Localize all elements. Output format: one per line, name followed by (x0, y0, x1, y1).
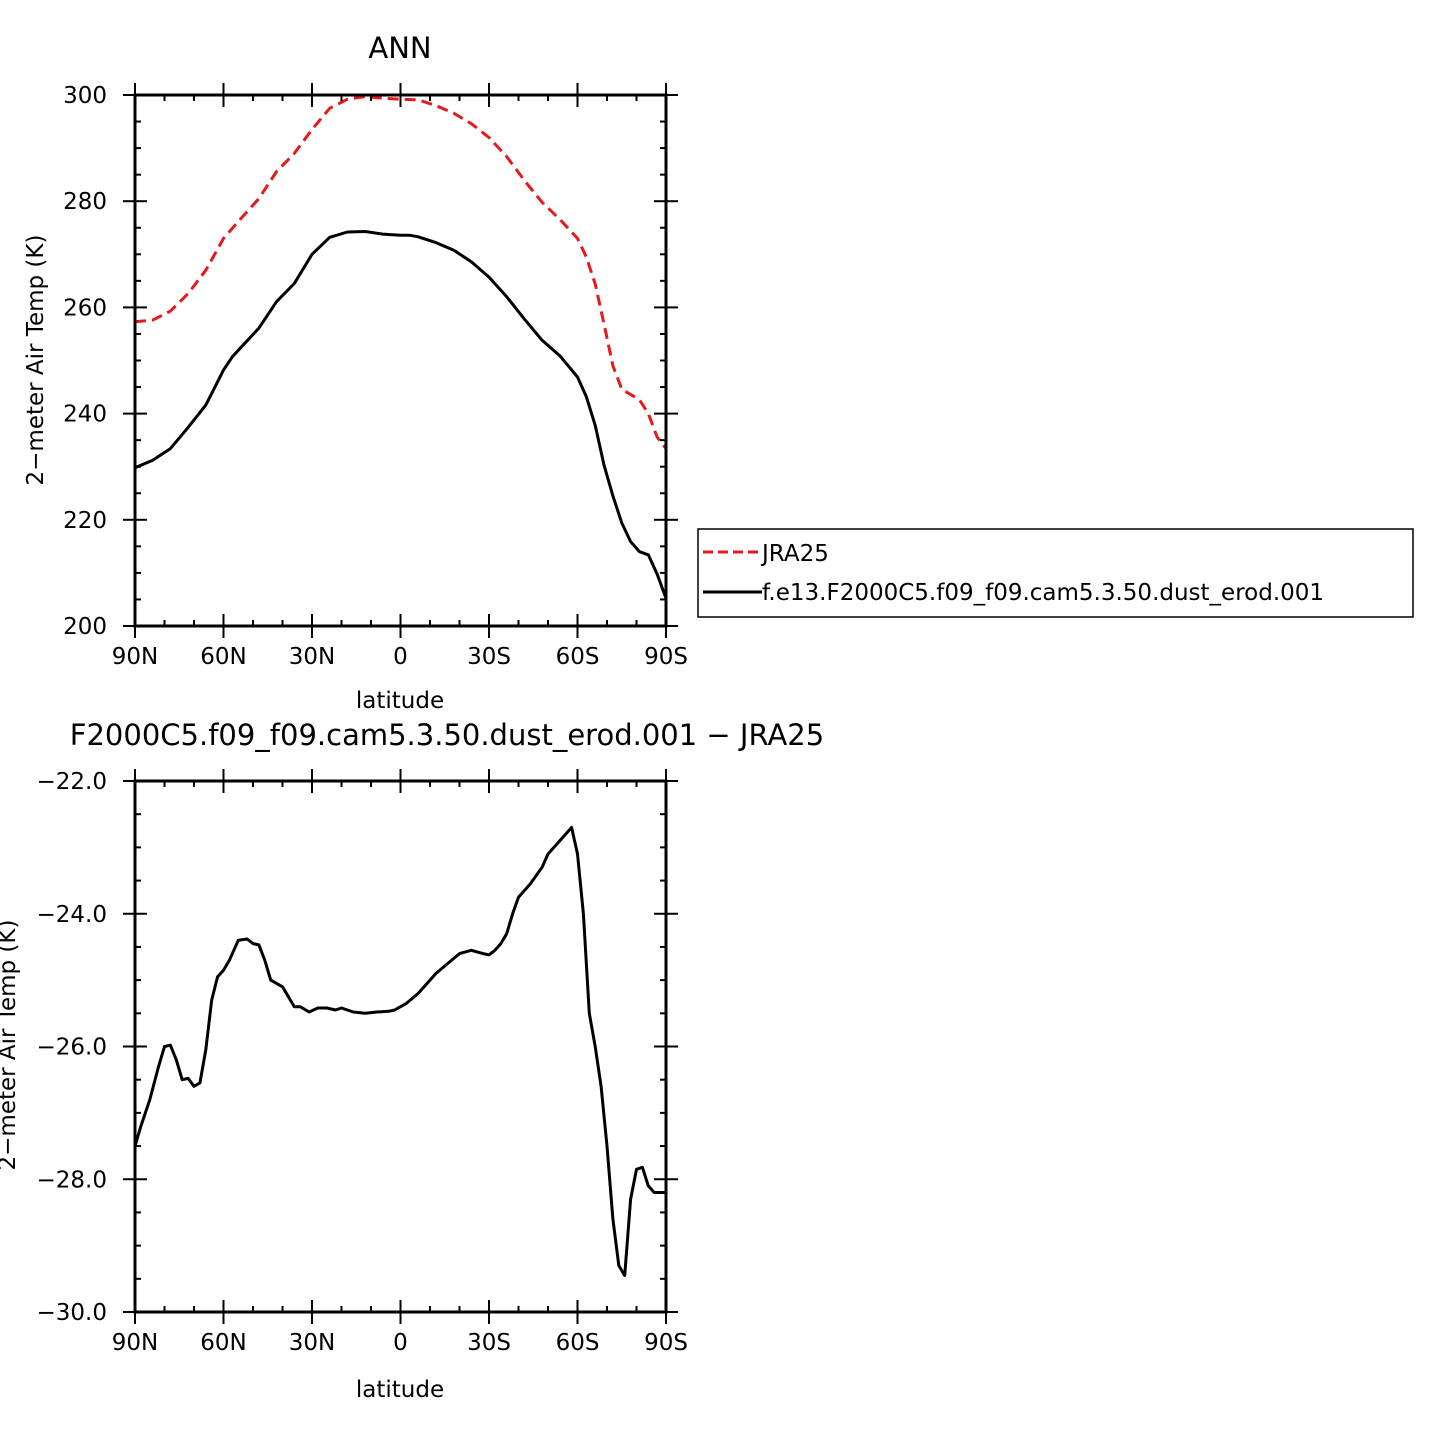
top-chart-frame (133, 93, 668, 628)
bottom-chart-series (133, 826, 666, 1277)
bottom-ytick-label: −26.0 (37, 1035, 107, 1061)
bottom-chart-ylabel: 2−meter Air Temp (K) (0, 920, 21, 1171)
top-ytick-label: 300 (63, 83, 107, 109)
bottom-xtick-label: 0 (393, 1330, 408, 1356)
bottom-chart-ticks: 90N 60N 30N 0 30S 60S 90S −30.0 −28.0 −26.0 −24.0 −… (37, 769, 688, 1356)
top-xtick-label: 30N (289, 644, 335, 670)
top-xtick-label: 60N (200, 644, 246, 670)
bottom-ytick-label: −22.0 (37, 769, 107, 795)
top-xtick-label: 90S (644, 644, 688, 670)
bottom-xtick-label: 60S (556, 1330, 600, 1356)
bottom-ytick-label: −30.0 (37, 1300, 107, 1326)
legend-box (697, 528, 1414, 618)
legend-jra25-label: JRA25 (760, 541, 829, 567)
top-chart-title: ANN (368, 31, 431, 65)
bottom-ylabel-mask (22, 781, 106, 1312)
top-series-line-1 (134, 230, 668, 599)
bottom-xtick-label: 60N (200, 1330, 246, 1356)
top-ytick-label: 280 (63, 189, 107, 215)
top-xtick-label: 90N (112, 644, 158, 670)
top-ytick-label: 220 (63, 508, 107, 534)
bottom-chart-title: F2000C5.f09_f09.cam5.3.50.dust_erod.001 … (70, 718, 824, 752)
legend-model-label: f.e13.F2000C5.f09_f09.cam5.3.50.dust_ero… (762, 580, 1324, 606)
bottom-xtick-label: 30N (289, 1330, 335, 1356)
bottom-series-line-0 (133, 826, 666, 1277)
legend: JRA25 f.e13.F2000C5.f09_f09.cam5.3.50.du… (697, 528, 1414, 618)
top-chart-panel: ANN latitude 2−meter Air Temp (K) 90N 60N… (23, 31, 688, 714)
bottom-ytick-label: −28.0 (37, 1167, 107, 1193)
bottom-xtick-label: 90N (112, 1330, 158, 1356)
bottom-chart-panel: F2000C5.f09_f09.cam5.3.50.dust_erod.001 … (0, 718, 824, 1403)
top-ytick-label: 200 (63, 614, 107, 640)
top-chart-ticks: 90N 60N 30N 0 30S 60S 90S 200 220 240 260 280 300 (63, 83, 688, 670)
bottom-xtick-label: 90S (644, 1330, 688, 1356)
top-ytick-label: 260 (63, 295, 107, 321)
top-xtick-label: 0 (393, 644, 408, 670)
bottom-chart-frame (133, 779, 668, 1314)
bottom-chart-ylabel-wrap: 2−meter Air Temp (K) (0, 920, 21, 1171)
bottom-chart-xlabel: latitude (356, 1377, 444, 1403)
top-chart-series (134, 95, 668, 599)
top-xtick-label: 60S (556, 644, 600, 670)
top-xtick-label: 30S (467, 644, 511, 670)
top-series-line-0 (134, 95, 668, 450)
top-chart-ylabel: 2−meter Air Temp (K) (23, 235, 49, 486)
top-chart-xlabel: latitude (356, 688, 444, 714)
top-ytick-label: 240 (63, 402, 107, 428)
bottom-ytick-label: −24.0 (37, 902, 107, 928)
bottom-xtick-label: 30S (467, 1330, 511, 1356)
